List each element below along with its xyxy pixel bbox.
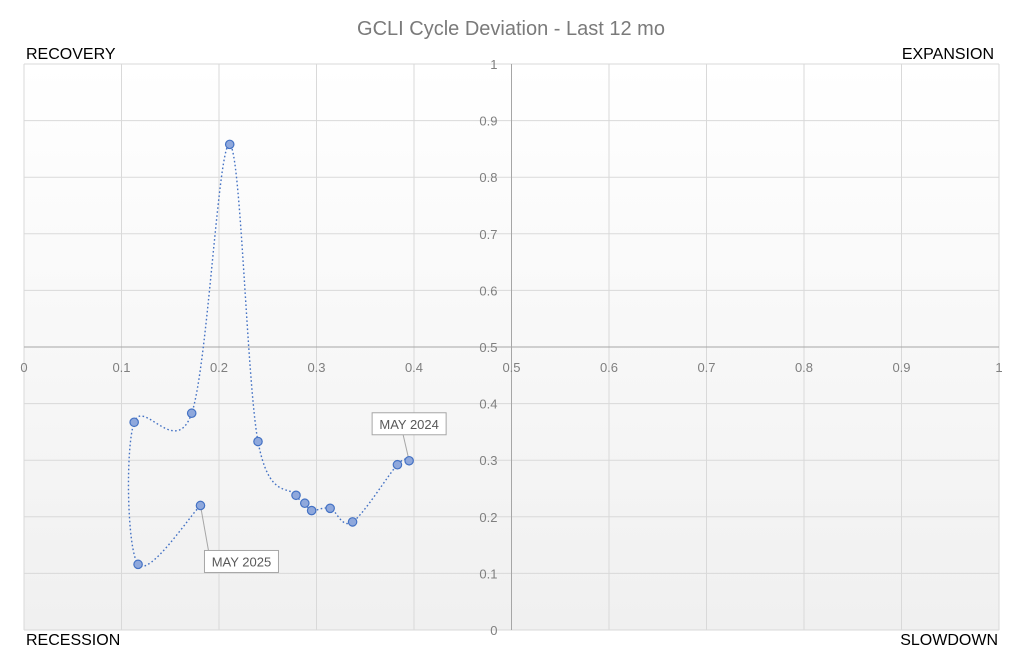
y-tick-label: 0.8: [479, 170, 497, 185]
x-tick-label: 0.5: [502, 360, 520, 375]
x-tick-label: 0.8: [795, 360, 813, 375]
x-tick-label: 0.6: [600, 360, 618, 375]
x-tick-label: 0.9: [892, 360, 910, 375]
y-tick-label: 0.6: [479, 283, 497, 298]
data-point: [299, 498, 310, 509]
y-tick-label: 0: [490, 623, 497, 638]
data-point: [325, 503, 335, 514]
quadrant-label-recession: RECESSION: [26, 632, 120, 649]
callout-label: MAY 2025: [212, 554, 272, 569]
quadrant-label-slowdown: SLOWDOWN: [900, 632, 998, 649]
data-point: [195, 500, 206, 511]
x-tick-label: 0.1: [112, 360, 130, 375]
tick-labels: 0 0.1 0.2 0.3 0.4 0.5 0.6 0.7 0.8 0.9 1 0 0.1 0.2 0.3 0…: [20, 57, 1002, 638]
data-point: [129, 417, 139, 428]
data-point: [392, 459, 403, 470]
chart-title: GCLI Cycle Deviation - Last 12 mo: [357, 18, 665, 40]
y-tick-label: 0.2: [479, 510, 497, 525]
x-tick-label: 1: [995, 360, 1002, 375]
y-tick-label: 0.7: [479, 227, 497, 242]
data-point: [306, 505, 317, 516]
data-point: [404, 455, 414, 466]
y-tick-label: 0.4: [479, 397, 497, 412]
callout-box: [203, 549, 279, 573]
data-point: [347, 517, 358, 527]
y-tick-label: 0.5: [479, 340, 497, 355]
x-tick-label: 0.2: [210, 360, 228, 375]
callout-box: [371, 412, 447, 436]
x-tick-label: 0.7: [697, 360, 715, 375]
callouts: MAY 2024 MAY 2025: [199, 412, 447, 573]
data-point: [133, 559, 143, 570]
data-point: [186, 408, 197, 419]
x-tick-label: 0.3: [307, 360, 325, 375]
quadrant-label-recovery: RECOVERY: [26, 46, 116, 63]
x-tick-label: 0: [20, 360, 27, 375]
y-tick-label: 1: [490, 57, 497, 72]
y-tick-label: 0.3: [479, 453, 497, 468]
data-points: [129, 139, 414, 570]
axes: [24, 64, 999, 630]
series-line: [127, 143, 410, 568]
quadrant-label-expansion: EXPANSION: [902, 46, 994, 63]
y-tick-label: 0.9: [479, 114, 497, 129]
y-tick-label: 0.1: [479, 566, 497, 581]
x-tick-label: 0.4: [405, 360, 423, 375]
callout-leader-line: [199, 505, 209, 551]
data-point: [253, 436, 263, 447]
callout-label: MAY 2024: [379, 417, 439, 432]
data-point: [224, 139, 235, 150]
data-point: [291, 490, 301, 501]
